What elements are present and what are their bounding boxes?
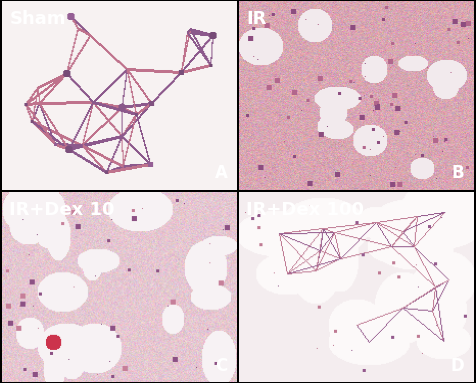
Text: D: D — [450, 357, 464, 375]
Text: IR: IR — [246, 10, 267, 28]
Text: IR+Dex 100: IR+Dex 100 — [246, 201, 364, 219]
Text: C: C — [216, 357, 228, 375]
Text: Sham: Sham — [10, 10, 66, 28]
Text: A: A — [215, 164, 228, 182]
Text: IR+Dex 10: IR+Dex 10 — [10, 201, 115, 219]
Text: B: B — [452, 164, 464, 182]
